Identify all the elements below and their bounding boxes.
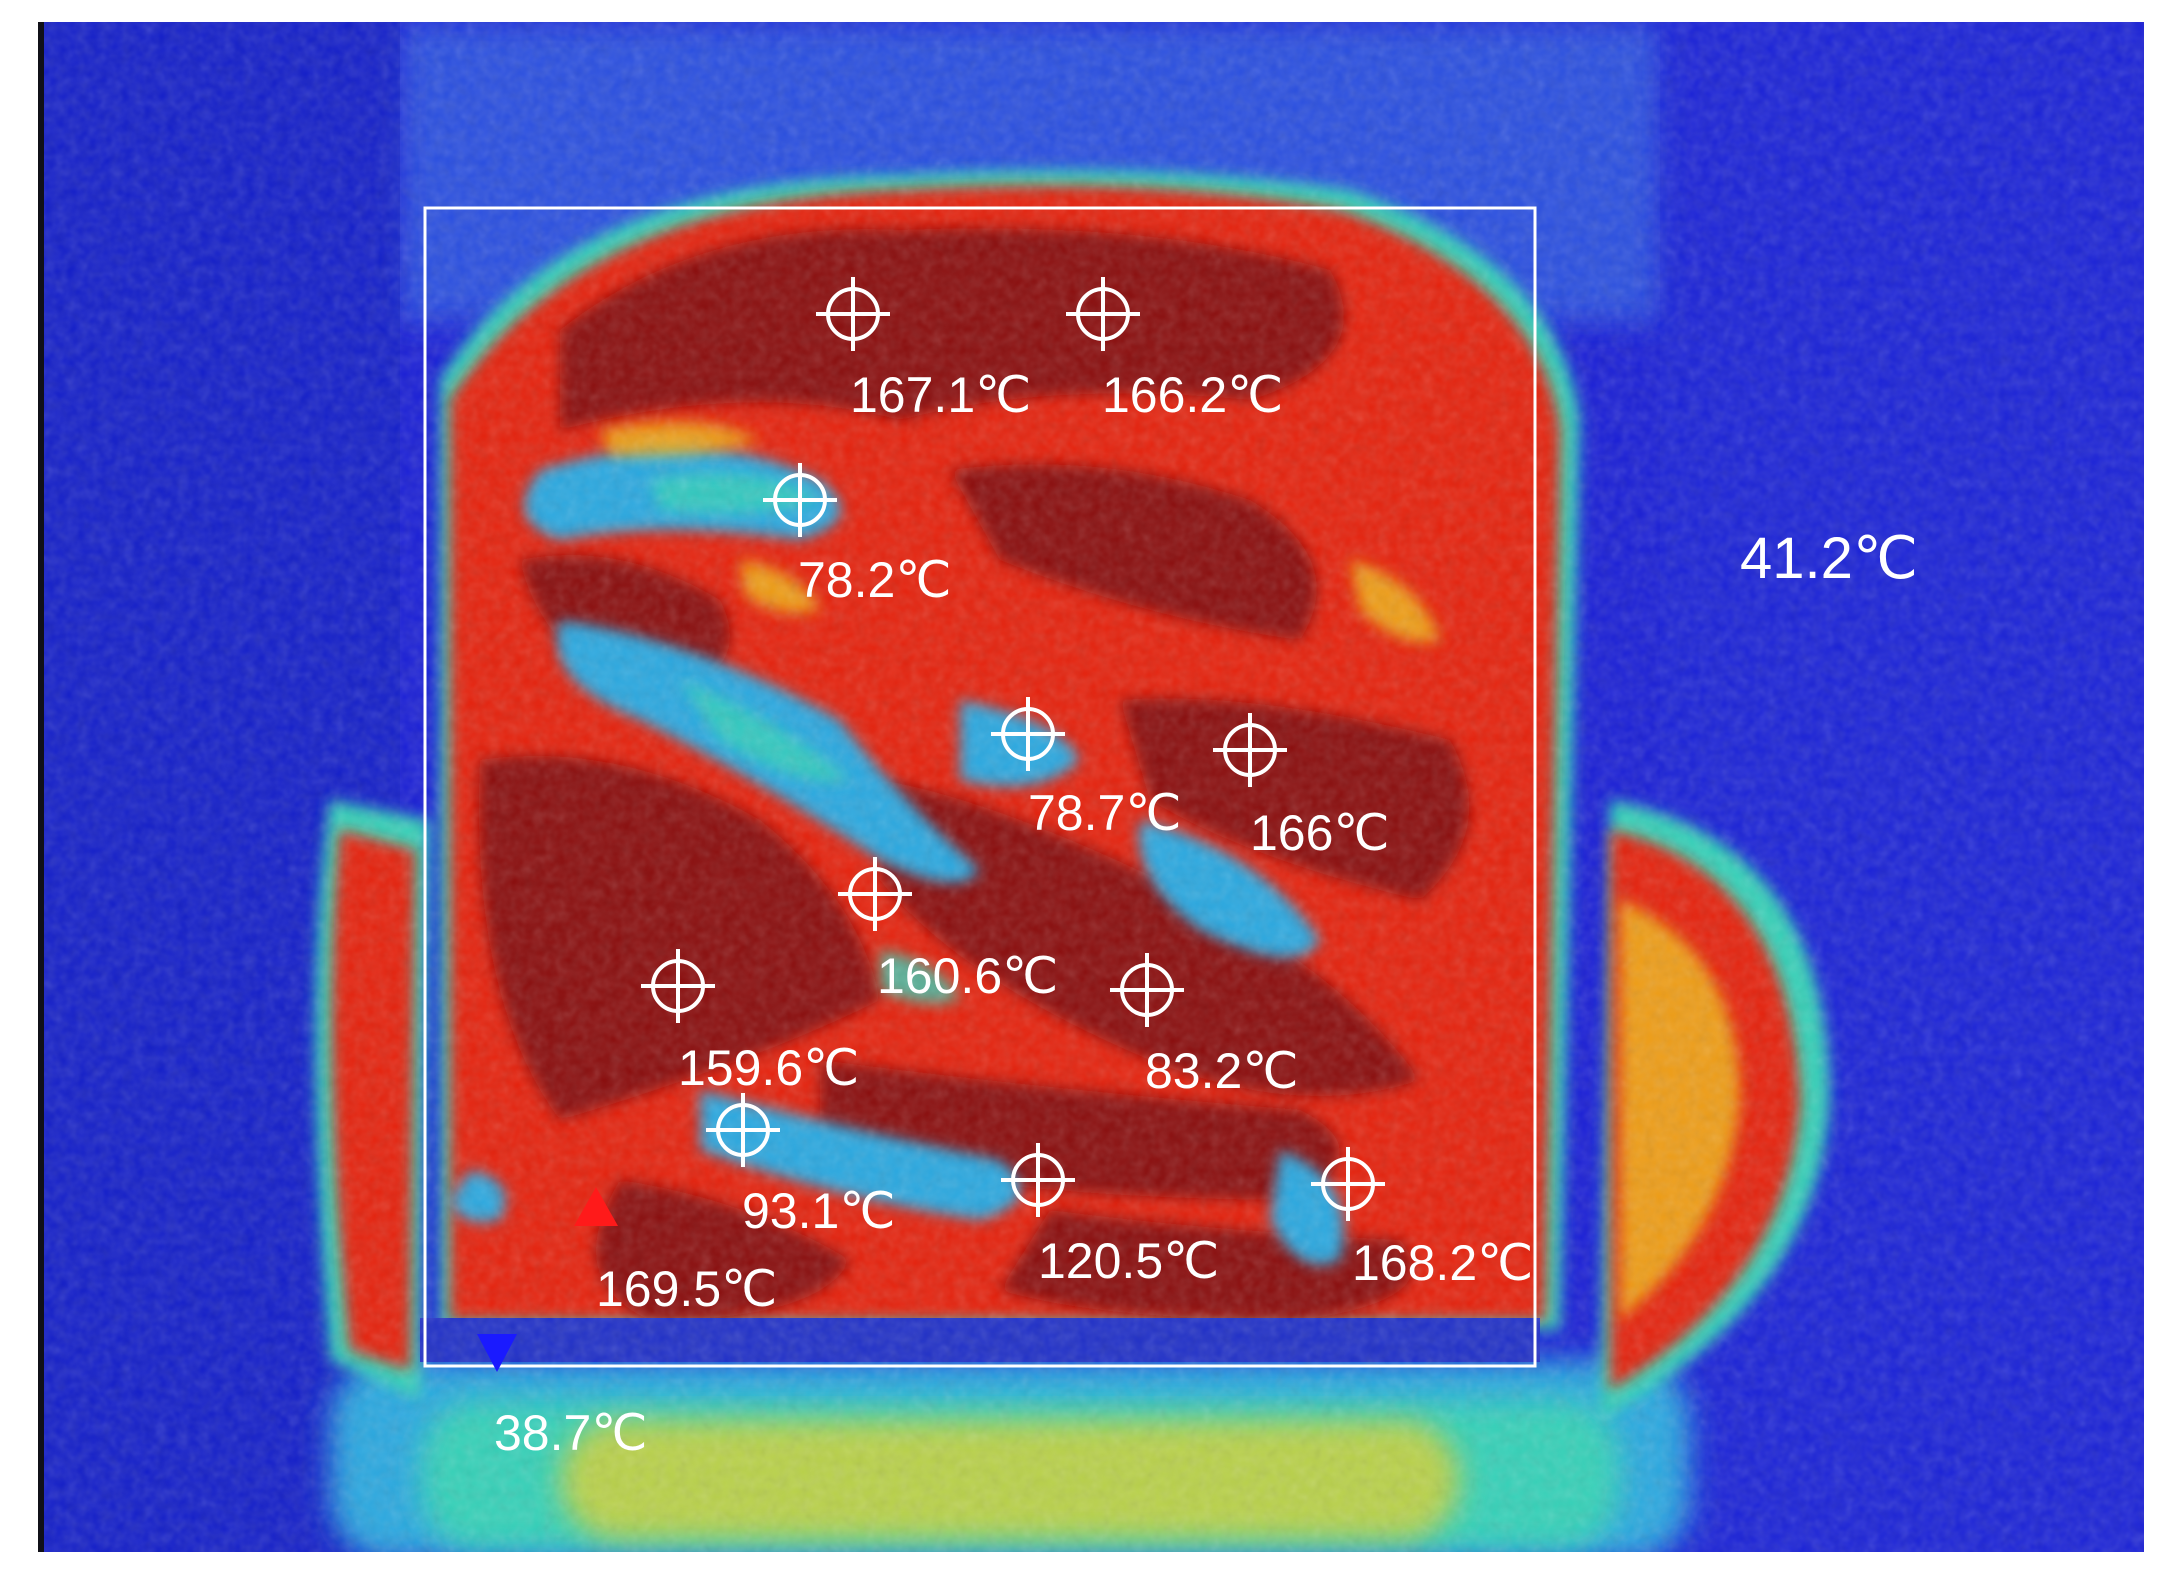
- crosshair-icon: [1110, 953, 1184, 1027]
- measurement-label-9: 93.1℃: [742, 1183, 895, 1239]
- crosshair-icon: [1001, 1143, 1075, 1217]
- measurement-label-10: 120.5℃: [1038, 1233, 1219, 1289]
- min-temperature-label: 38.7℃: [494, 1405, 647, 1461]
- max-temperature-marker: [574, 1187, 618, 1226]
- ambient-temperature-label: 41.2℃: [1740, 526, 1918, 591]
- crosshair-icon: [641, 949, 715, 1023]
- crosshair-icon: [816, 277, 890, 351]
- measurement-label-1: 167.1℃: [850, 367, 1031, 423]
- measurement-label-8: 83.2℃: [1145, 1043, 1298, 1099]
- min-temperature-marker: [477, 1334, 517, 1372]
- thermal-heatmap: [38, 22, 2144, 1552]
- measurement-label-2: 166.2℃: [1102, 367, 1283, 423]
- measurement-label-6: 160.6℃: [877, 948, 1058, 1004]
- max-temperature-label: 169.5℃: [596, 1261, 777, 1317]
- crosshair-icon: [706, 1093, 780, 1167]
- measurement-area-frame: [423, 206, 1537, 1368]
- measurement-label-5: 166℃: [1250, 805, 1390, 861]
- crosshair-icon: [1311, 1147, 1385, 1221]
- measurement-label-7: 159.6℃: [678, 1040, 859, 1096]
- crosshair-icon: [838, 857, 912, 931]
- measurement-label-3: 78.2℃: [798, 552, 951, 608]
- crosshair-icon: [1213, 713, 1287, 787]
- crosshair-icon: [991, 697, 1065, 771]
- measurement-label-11: 168.2℃: [1352, 1235, 1533, 1291]
- crosshair-icon: [763, 463, 837, 537]
- measurement-label-4: 78.7℃: [1028, 785, 1181, 841]
- crosshair-icon: [1066, 277, 1140, 351]
